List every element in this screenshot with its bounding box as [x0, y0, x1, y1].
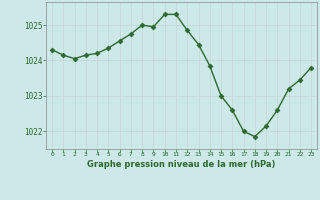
- X-axis label: Graphe pression niveau de la mer (hPa): Graphe pression niveau de la mer (hPa): [87, 160, 276, 169]
